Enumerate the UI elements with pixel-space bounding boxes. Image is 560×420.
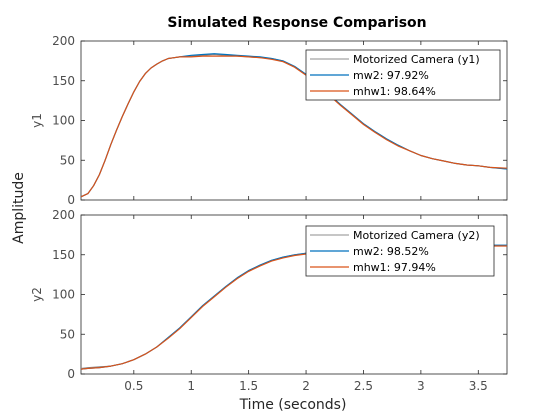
x-tick-label: 1: [187, 379, 195, 393]
y-tick-label: 150: [52, 74, 75, 88]
subplot-ylabel: y2: [30, 287, 44, 302]
x-tick-label: 3: [417, 379, 425, 393]
x-tick-label: 1.5: [239, 379, 258, 393]
legend: Motorized Camera (y1) mw2: 97.92% mhw1: 98…: [305, 49, 501, 101]
subplot-2: 0.5 1 1.5 2 2.5 3 3.5 0 50 100 150 200 y2 Motorized C…: [30, 208, 508, 393]
series-group: [81, 53, 507, 198]
chart-title: Simulated Response Comparison: [167, 15, 426, 31]
y-tick-label: 100: [52, 114, 75, 128]
x-tick-label: 0.5: [124, 379, 143, 393]
y-tick-label: 50: [60, 153, 75, 167]
legend: Motorized Camera (y2) mw2: 98.52% mhw1: 97…: [305, 225, 495, 277]
series-line-3: [81, 55, 507, 198]
y-tick-label: 200: [52, 34, 75, 48]
y-tick-label: 100: [52, 288, 75, 302]
y-tick-label: 150: [52, 248, 75, 262]
y-tick-label: 0: [67, 193, 75, 207]
legend-entry: mhw1: 98.64%: [353, 85, 436, 98]
legend-entry: mw2: 98.52%: [353, 245, 429, 258]
y-tick-label: 200: [52, 208, 75, 222]
x-tick-label: 2.5: [354, 379, 373, 393]
amplitude-label: Amplitude: [11, 172, 27, 244]
subplot-ylabel: y1: [30, 113, 44, 128]
legend-entry: mhw1: 97.94%: [353, 261, 436, 274]
legend-entry: mw2: 97.92%: [353, 69, 429, 82]
y-tick-label: 0: [67, 367, 75, 381]
x-tick-label: 3.5: [469, 379, 488, 393]
legend-entry: Motorized Camera (y1): [353, 53, 480, 66]
x-axis-label: Time (seconds): [239, 397, 347, 413]
x-tick-label: 2: [302, 379, 310, 393]
legend-entry: Motorized Camera (y2): [353, 229, 480, 242]
y-tick-label: 50: [60, 327, 75, 341]
subplot-1: 0 50 100 150 200 y1 Motorized Camera (y1) mw2: …: [30, 34, 508, 207]
